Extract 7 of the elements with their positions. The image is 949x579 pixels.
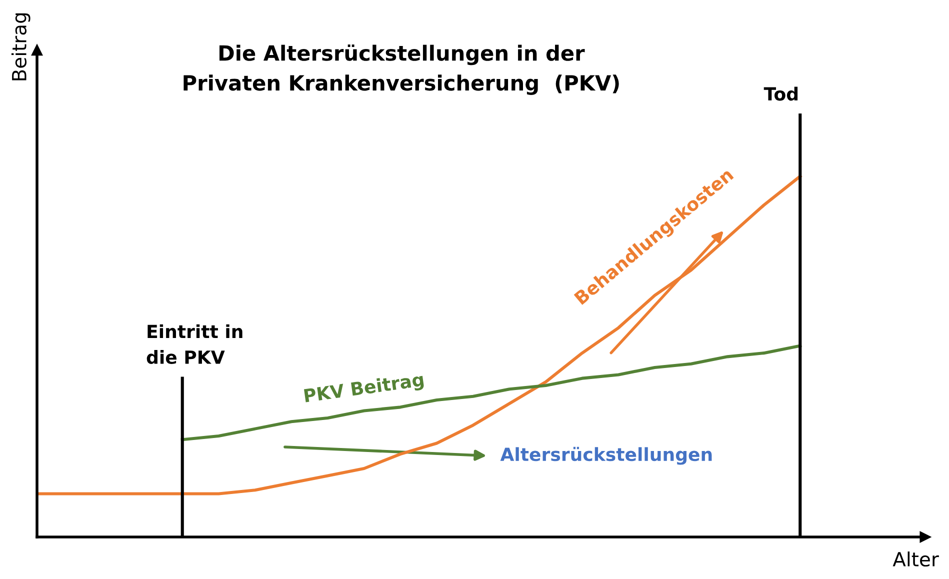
y-axis-title: Beitrag [11,13,30,80]
text: Tod [764,86,798,101]
text: PKV Beitrag [304,372,424,406]
annotation: Altersrückstellungen [500,446,712,465]
annotation: Eintritt in die PKV [146,324,242,364]
x-axis-title: Alter [892,551,939,567]
chart-title: Die Altersrückstellungen in der Privaten Krankenversicherung (PKV) [184,44,619,95]
